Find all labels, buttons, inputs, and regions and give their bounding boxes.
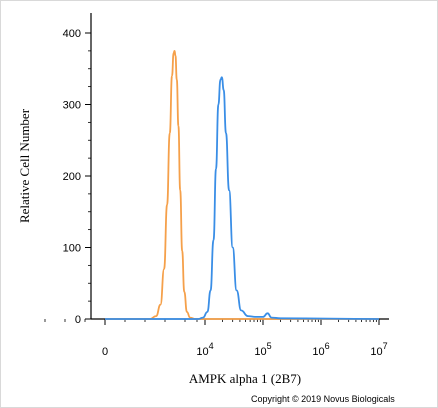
- x-tick-exponent: 6: [325, 341, 330, 351]
- y-tick-label: 200: [63, 171, 81, 183]
- x-tick-exponent: 7: [383, 341, 388, 351]
- histogram-series-1: [105, 49, 379, 320]
- y-tick-label: 0: [75, 314, 81, 326]
- x-tick-base: 10: [370, 346, 382, 358]
- x-tick-label: 107: [370, 341, 387, 358]
- x-tick-label: 104: [196, 341, 213, 358]
- y-axis-label: Relative Cell Number: [17, 108, 32, 223]
- x-tick-label: 0: [102, 346, 108, 358]
- axis-labels: AMPK alpha 1 (2B7) Relative Cell Number: [17, 108, 301, 386]
- x-tick-base: 10: [254, 346, 266, 358]
- x-tick-label: 105: [254, 341, 271, 358]
- x-tick-base: 10: [312, 346, 324, 358]
- x-tick-base: 0: [102, 346, 108, 358]
- y-tick-label: 100: [63, 243, 81, 255]
- x-tick-exponent: 5: [267, 341, 272, 351]
- series-layer: [105, 49, 380, 320]
- copyright-text: Copyright © 2019 Novus Biologicals: [251, 394, 395, 404]
- x-axis-label: AMPK alpha 1 (2B7): [189, 371, 301, 386]
- histogram-series-2: [105, 76, 380, 320]
- y-tick-label: 400: [63, 28, 81, 40]
- x-tick-label: 106: [312, 341, 329, 358]
- y-tick-label: 300: [63, 100, 81, 112]
- x-tick-exponent: 4: [209, 341, 214, 351]
- x-tick-base: 10: [196, 346, 208, 358]
